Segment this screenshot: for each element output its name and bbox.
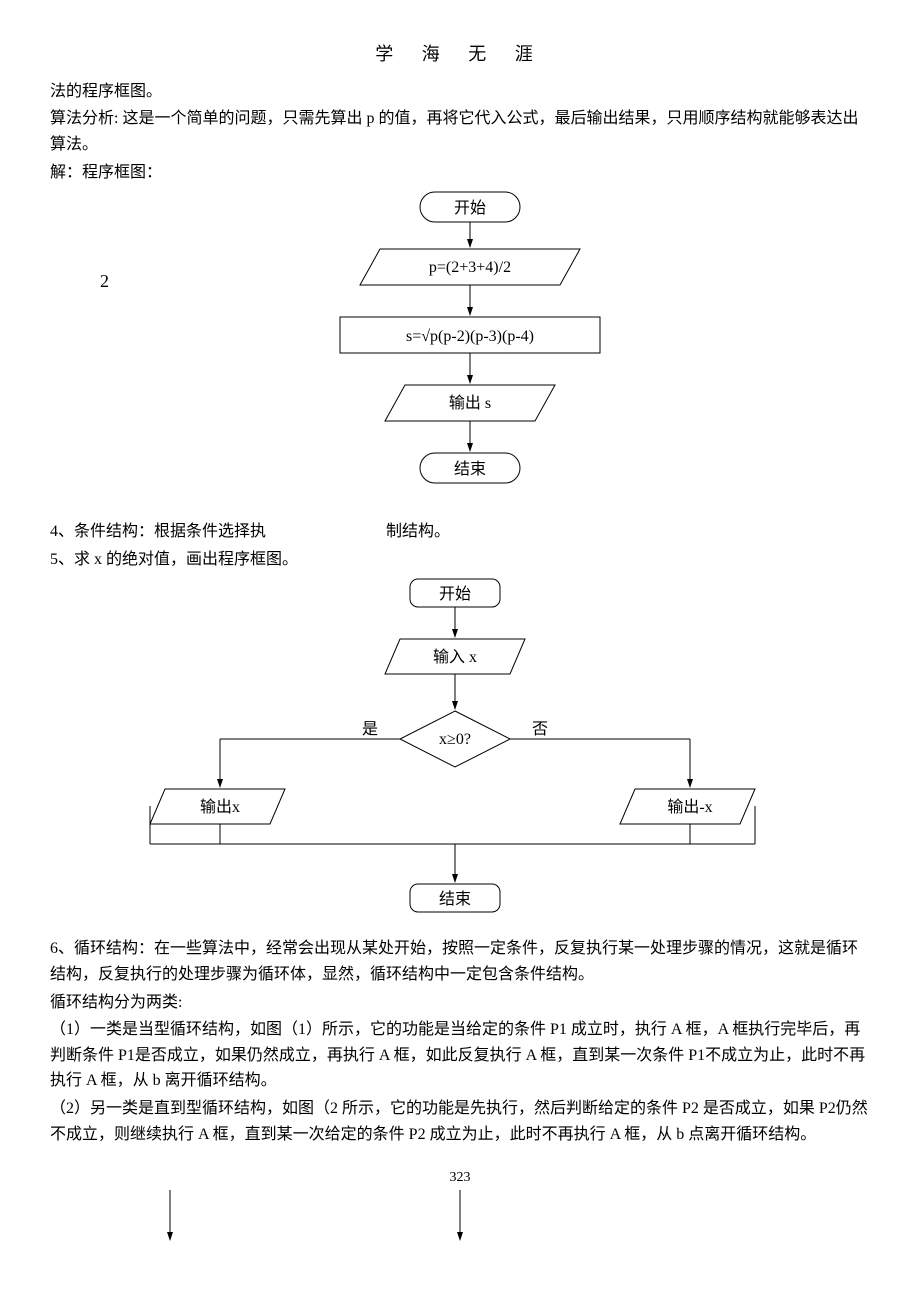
paragraph-3: 解：程序框图： xyxy=(50,160,870,186)
flow2-no: 否 xyxy=(532,721,548,738)
side-number: 2 xyxy=(100,267,109,296)
paragraph-1: 法的程序框图。 xyxy=(50,79,870,105)
paragraph-9: （2）另一类是直到型循环结构，如图（2 所示，它的功能是先执行，然后判断给定的条… xyxy=(50,1096,870,1147)
flow1-start: 开始 xyxy=(454,199,486,217)
flow1-step1: p=(2+3+4)/2 xyxy=(429,259,511,276)
flow2-out1: 输出x xyxy=(200,798,240,816)
flow2-out2: 输出-x xyxy=(667,798,712,816)
page-number: 323 xyxy=(50,1167,870,1189)
paragraph-4: 4、条件结构：根据条件选择执 制结构。 xyxy=(50,519,870,545)
page-header: 学 海 无 涯 xyxy=(50,40,870,69)
flow1-end: 结束 xyxy=(454,460,486,478)
bottom-arrows xyxy=(50,1190,870,1250)
paragraph-2: 算法分析: 这是一个简单的问题，只需先算出 p 的值，再将它代入公式，最后输出结… xyxy=(50,106,870,157)
p4-pre: 4、条件结构：根据条件选择执 xyxy=(50,523,266,540)
p4-post: 制结构。 xyxy=(386,523,450,540)
paragraph-6: 6、循环结构：在一些算法中，经常会出现从某处开始，按照一定条件，反复执行某一处理… xyxy=(50,936,870,987)
paragraph-7: 循环结构分为两类: xyxy=(50,990,870,1016)
flowchart-1: 开始 p=(2+3+4)/2 s=√p(p-2)(p-3)(p-4) 输出 s … xyxy=(210,187,710,517)
paragraph-5: 5、求 x 的绝对值，画出程序框图。 xyxy=(50,547,870,573)
flow2-yes: 是 xyxy=(362,721,378,738)
flow1-step3: 输出 s xyxy=(449,394,491,412)
flow2-start: 开始 xyxy=(439,585,471,603)
flowchart-2: 开始 输入 x x≥0? 是 否 输出x 输出-x 结束 xyxy=(50,574,870,934)
flow2-input: 输入 x xyxy=(433,648,477,666)
flow2-decision: x≥0? xyxy=(439,731,471,748)
flow2-end: 结束 xyxy=(439,890,471,908)
paragraph-8: （1）一类是当型循环结构，如图（1）所示，它的功能是当给定的条件 P1 成立时，… xyxy=(50,1017,870,1094)
flow1-step2: s=√p(p-2)(p-3)(p-4) xyxy=(406,328,534,345)
